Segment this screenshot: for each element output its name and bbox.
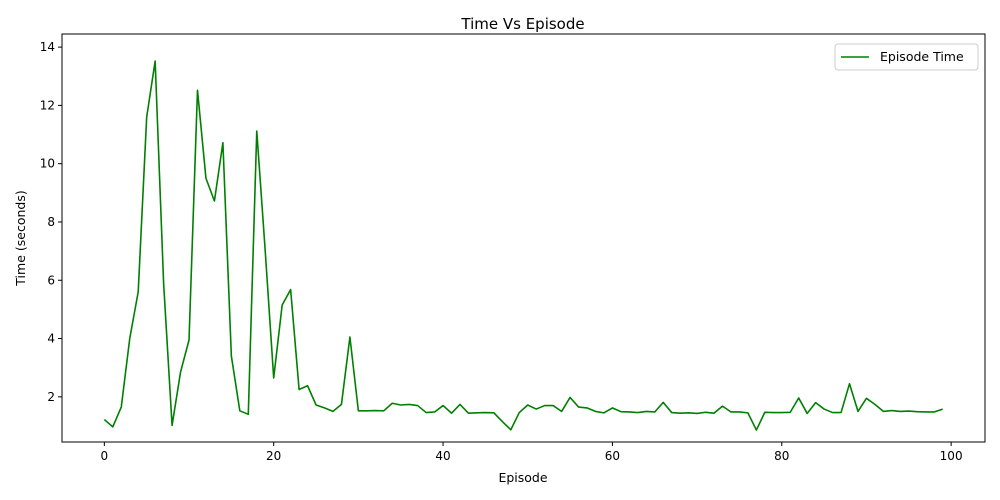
y-tick-label: 2 [47,390,55,404]
x-tick-label: 60 [605,449,620,463]
y-tick-label: 6 [47,273,55,287]
x-tick-label: 40 [435,449,450,463]
series-line-episode-time [103,60,943,431]
x-axis-label: Episode [498,470,547,485]
legend-label: Episode Time [880,49,964,64]
x-tick-label: 100 [940,449,963,463]
legend-frame [834,43,979,71]
chart-title: Time Vs Episode [460,15,584,33]
y-tick-label: 10 [40,157,55,171]
x-tick-label: 0 [101,449,109,463]
y-tick-label: 8 [47,215,55,229]
legend: Episode Time [834,43,979,71]
x-tick-label: 20 [266,449,281,463]
y-axis-label: Time (seconds) [13,190,28,286]
plot-frame [61,33,986,443]
y-tick-label: 12 [40,98,55,112]
x-tick-label: 80 [774,449,789,463]
y-tick-label: 14 [40,40,55,54]
y-tick-label: 4 [47,332,55,346]
